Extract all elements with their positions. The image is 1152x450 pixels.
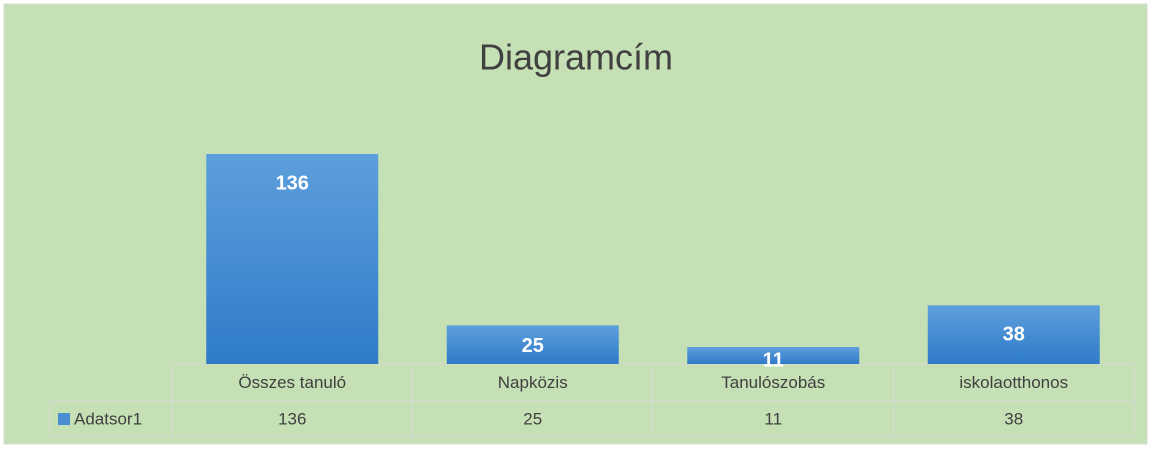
table-value: 25 (523, 409, 542, 428)
bar (927, 305, 1100, 364)
chart-area (3, 3, 1148, 445)
table-value: 136 (278, 409, 306, 428)
legend-key (58, 413, 70, 425)
x-tick-label: iskolaotthonos (959, 373, 1068, 392)
data-label: 38 (1003, 324, 1025, 346)
bar (446, 325, 619, 364)
data-label: 11 (763, 349, 784, 371)
bar (687, 347, 860, 364)
x-tick-label: Tanulószobás (721, 373, 825, 392)
chart-title: Diagramcím (479, 37, 673, 78)
data-label: 25 (522, 335, 544, 357)
x-tick-label: Összes tanuló (238, 373, 346, 392)
legend-label: Adatsor1 (74, 409, 142, 428)
data-label: 136 (276, 172, 309, 194)
bar (206, 154, 379, 364)
table-value: 38 (1004, 409, 1023, 428)
x-tick-label: Napközis (498, 373, 568, 392)
table-value: 11 (764, 409, 782, 428)
